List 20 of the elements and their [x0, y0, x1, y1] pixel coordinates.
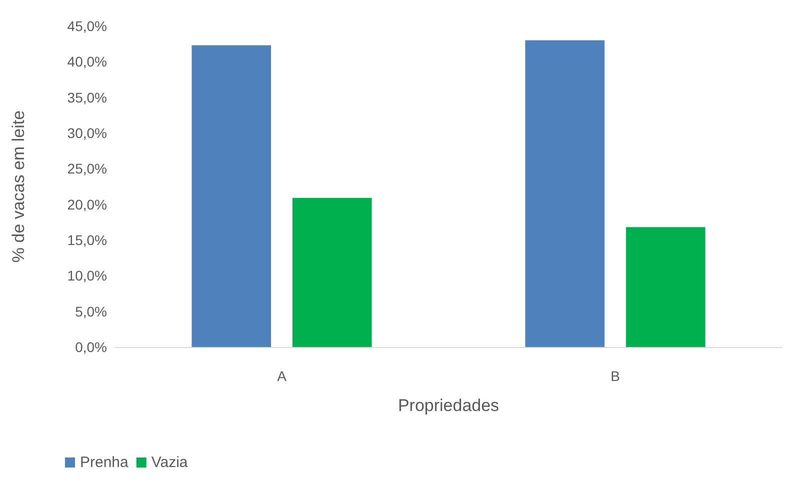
x-tick-label: B — [610, 368, 620, 384]
y-tick-label: 30,0% — [67, 125, 107, 141]
x-axis-title: Propriedades — [398, 396, 500, 415]
y-tick-label: 40,0% — [67, 54, 107, 70]
bar — [626, 227, 706, 347]
bar — [192, 45, 272, 347]
x-tick-label: A — [277, 368, 288, 384]
y-tick-label: 10,0% — [67, 268, 107, 284]
y-tick-label: 5,0% — [75, 303, 107, 320]
y-tick-label: 45,0% — [67, 18, 107, 34]
legend-label: Vazia — [151, 454, 188, 471]
y-tick-label: 20,0% — [67, 196, 107, 212]
y-tick-label: 15,0% — [67, 232, 107, 248]
bar — [525, 40, 605, 347]
y-tick-label: 0,0% — [75, 339, 107, 355]
y-axis-title: % de vacas em leite — [9, 110, 28, 263]
legend-label: Prenha — [80, 454, 130, 471]
bar — [292, 198, 372, 347]
y-tick-label: 35,0% — [67, 89, 107, 106]
y-tick-label: 25,0% — [67, 160, 107, 177]
